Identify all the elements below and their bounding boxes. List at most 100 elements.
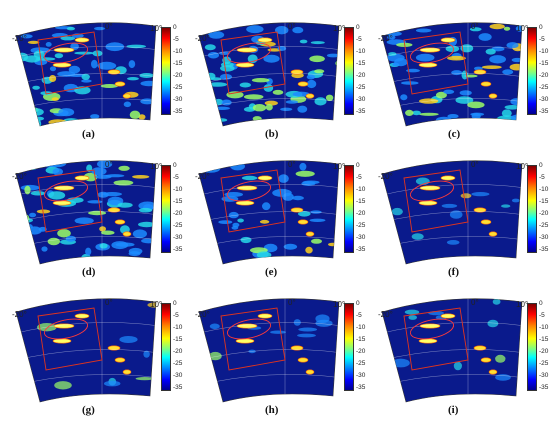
clutter-blob	[314, 97, 327, 106]
region-box	[220, 307, 286, 371]
clutter-blob	[123, 101, 132, 108]
clutter-blob	[113, 180, 134, 186]
clutter-blob	[401, 81, 419, 85]
target-return	[52, 338, 72, 344]
angle-label-mid: 0°	[288, 160, 296, 169]
angle-label-left: -20°	[195, 34, 210, 43]
target-return	[418, 62, 438, 68]
clutter-blob	[415, 177, 430, 185]
region-box	[37, 307, 103, 371]
clutter-blob	[221, 99, 232, 106]
target-return	[473, 345, 487, 351]
colorbar-tick-label: -10	[356, 324, 366, 331]
clutter-blob	[278, 174, 289, 183]
clutter-blob	[292, 26, 304, 34]
target-return	[74, 175, 90, 181]
clutter-blob	[314, 69, 325, 74]
colorbar-tick-label: -25	[356, 360, 366, 367]
clutter-blob	[45, 42, 52, 47]
colorbar-tick-label: -20	[539, 72, 549, 79]
panel-caption: (e)	[265, 266, 278, 278]
clutter-blob	[298, 211, 311, 217]
clutter-blob	[259, 219, 270, 224]
target-return	[74, 37, 90, 43]
region-box	[403, 307, 469, 371]
clutter-blob	[262, 202, 271, 211]
radar-sector-image	[15, 22, 157, 127]
clutter-blob	[88, 210, 107, 216]
colorbar-tick-label: -35	[356, 246, 366, 253]
colorbar-tick-label: -10	[539, 186, 549, 193]
target-return	[290, 345, 304, 351]
colorbar	[344, 27, 354, 115]
angle-label-left: -20°	[195, 310, 210, 319]
target-return	[419, 185, 441, 191]
clutter-blob	[328, 242, 337, 247]
colorbar-tick-label: -30	[173, 234, 183, 241]
clutter-blob	[226, 91, 244, 99]
clutter-blob	[40, 91, 53, 96]
clutter-blob	[504, 105, 521, 110]
target-ellipse	[226, 42, 272, 64]
colorbar-tick-label: -15	[356, 198, 366, 205]
angle-label-left: -20°	[12, 310, 27, 319]
clutter-blob	[224, 192, 243, 197]
colorbar-tick-label: 0	[173, 24, 177, 31]
range-arc	[382, 349, 522, 362]
colorbar-tick-label: -5	[173, 312, 179, 319]
target-return	[236, 323, 258, 329]
colorbar-tick-label: 0	[539, 24, 543, 31]
clutter-blob	[470, 112, 485, 117]
colorbar-tick-label: 0	[356, 24, 360, 31]
clutter-blob	[478, 33, 492, 41]
clutter-blob	[501, 109, 512, 117]
panel-6: -20° 0° 10° 0 -5 -10 -15 -20 -25 -30 -35 (f)	[368, 148, 550, 286]
clutter-blob	[102, 192, 122, 197]
clutter-blob	[36, 209, 51, 214]
clutter-blob	[305, 246, 313, 254]
panel-caption: (c)	[448, 128, 461, 140]
clutter-blob	[251, 78, 270, 83]
panel-caption: (f)	[448, 266, 459, 278]
panel-2: -20° 0° 10° 0 -5 -10 -15 -20 -25 -30 -35 (b)	[185, 10, 368, 148]
clutter-blob	[306, 74, 316, 80]
clutter-blob	[302, 180, 320, 185]
clutter-blob	[411, 233, 424, 240]
clutter-blob	[446, 240, 460, 245]
target-return	[52, 200, 72, 206]
radar-sector-image	[15, 298, 157, 403]
radar-sector-image	[381, 160, 523, 265]
clutter-blob	[326, 53, 339, 58]
clutter-blob	[23, 55, 41, 63]
clutter-blob	[471, 192, 490, 197]
clutter-blob	[467, 101, 485, 109]
target-return	[53, 47, 75, 53]
colorbar-tick-label: -10	[356, 48, 366, 55]
clutter-blob	[16, 246, 30, 256]
clutter-blob	[502, 69, 514, 75]
angle-label-mid: 0°	[471, 298, 479, 307]
clutter-blob	[100, 84, 119, 88]
colorbar-tick-label: -25	[173, 360, 183, 367]
clutter-blob	[309, 218, 326, 222]
clutter-blob	[128, 60, 136, 69]
clutter-blob	[492, 298, 501, 305]
target-return	[418, 338, 438, 344]
colorbar-tick-label: -15	[539, 198, 549, 205]
clutter-blob	[138, 221, 156, 228]
angle-label-right: 10°	[150, 162, 163, 171]
clutter-blob	[436, 116, 452, 123]
clutter-blob	[385, 95, 397, 104]
clutter-blob	[117, 202, 133, 208]
radar-sector-image	[198, 22, 340, 127]
target-return	[440, 37, 456, 43]
clutter-blob	[34, 119, 42, 127]
clutter-blob	[97, 61, 117, 70]
clutter-blob	[87, 200, 103, 204]
clutter-blob	[70, 42, 79, 51]
angle-label-mid: 0°	[471, 160, 479, 169]
clutter-blob	[94, 26, 105, 31]
target-return	[297, 219, 309, 225]
range-arc	[382, 46, 522, 59]
clutter-blob	[204, 44, 216, 51]
